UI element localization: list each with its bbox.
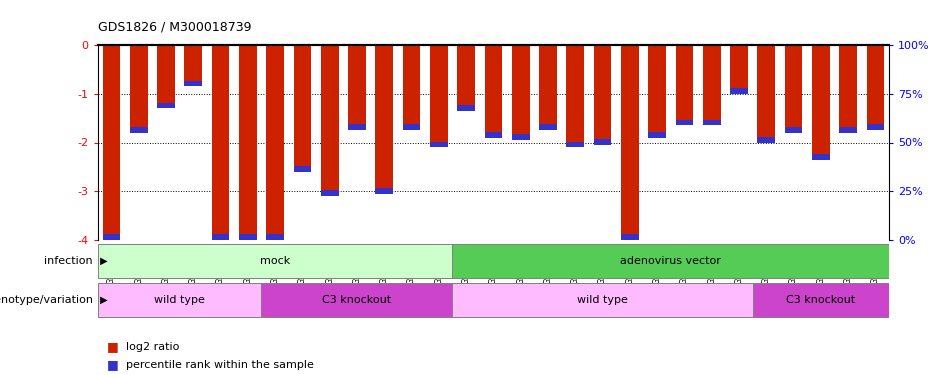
Text: GDS1826 / M300018739: GDS1826 / M300018739 (98, 21, 251, 34)
Bar (129, 45, 147, 133)
Bar (452, 283, 752, 317)
Text: C3 knockout: C3 knockout (787, 295, 856, 305)
Bar (840, 45, 857, 133)
Bar (539, 124, 557, 130)
Bar (676, 120, 694, 125)
Bar (648, 45, 666, 138)
Bar (293, 166, 311, 172)
Bar (812, 154, 830, 160)
Bar (752, 283, 889, 317)
Bar (840, 127, 857, 133)
Bar (403, 124, 421, 130)
Bar (512, 45, 530, 140)
Bar (321, 45, 339, 196)
Bar (157, 102, 175, 108)
Text: ■: ■ (107, 358, 119, 371)
Bar (211, 234, 229, 240)
Bar (157, 45, 175, 108)
Bar (703, 45, 721, 125)
Bar (621, 45, 639, 240)
Bar (102, 45, 120, 240)
Bar (184, 81, 202, 87)
Bar (648, 132, 666, 138)
Text: genotype/variation: genotype/variation (0, 295, 93, 305)
Bar (430, 45, 448, 147)
Text: mock: mock (260, 256, 290, 266)
Text: ▶: ▶ (97, 295, 107, 305)
Bar (621, 234, 639, 240)
Bar (129, 127, 147, 133)
Bar (266, 234, 284, 240)
Text: ■: ■ (107, 340, 119, 353)
Bar (867, 45, 884, 130)
Bar (484, 45, 503, 138)
Text: wild type: wild type (155, 295, 205, 305)
Bar (98, 283, 262, 317)
Bar (430, 141, 448, 147)
Bar (758, 136, 776, 142)
Bar (102, 234, 120, 240)
Bar (403, 45, 421, 130)
Bar (539, 45, 557, 130)
Bar (348, 45, 366, 130)
Bar (184, 45, 202, 87)
Bar (867, 124, 884, 130)
Bar (98, 244, 452, 278)
Bar (676, 45, 694, 125)
Bar (321, 190, 339, 196)
Bar (452, 244, 889, 278)
Bar (484, 132, 503, 138)
Text: percentile rank within the sample: percentile rank within the sample (126, 360, 314, 369)
Bar (703, 120, 721, 125)
Text: ▶: ▶ (97, 256, 107, 266)
Bar (594, 45, 612, 145)
Bar (211, 45, 229, 240)
Bar (375, 45, 393, 194)
Bar (812, 45, 830, 160)
Bar (785, 45, 803, 133)
Text: infection: infection (45, 256, 93, 266)
Bar (266, 45, 284, 240)
Bar (512, 134, 530, 140)
Bar (293, 45, 311, 172)
Bar (239, 234, 257, 240)
Bar (730, 45, 748, 94)
Bar (239, 45, 257, 240)
Bar (457, 45, 475, 111)
Text: adenovirus vector: adenovirus vector (620, 256, 722, 266)
Bar (457, 105, 475, 111)
Bar (566, 45, 584, 147)
Bar (262, 283, 452, 317)
Bar (566, 141, 584, 147)
Bar (375, 188, 393, 194)
Bar (594, 139, 612, 145)
Text: log2 ratio: log2 ratio (126, 342, 179, 352)
Text: C3 knockout: C3 knockout (322, 295, 392, 305)
Text: wild type: wild type (577, 295, 628, 305)
Bar (785, 127, 803, 133)
Bar (348, 124, 366, 130)
Bar (730, 88, 748, 94)
Bar (758, 45, 776, 142)
